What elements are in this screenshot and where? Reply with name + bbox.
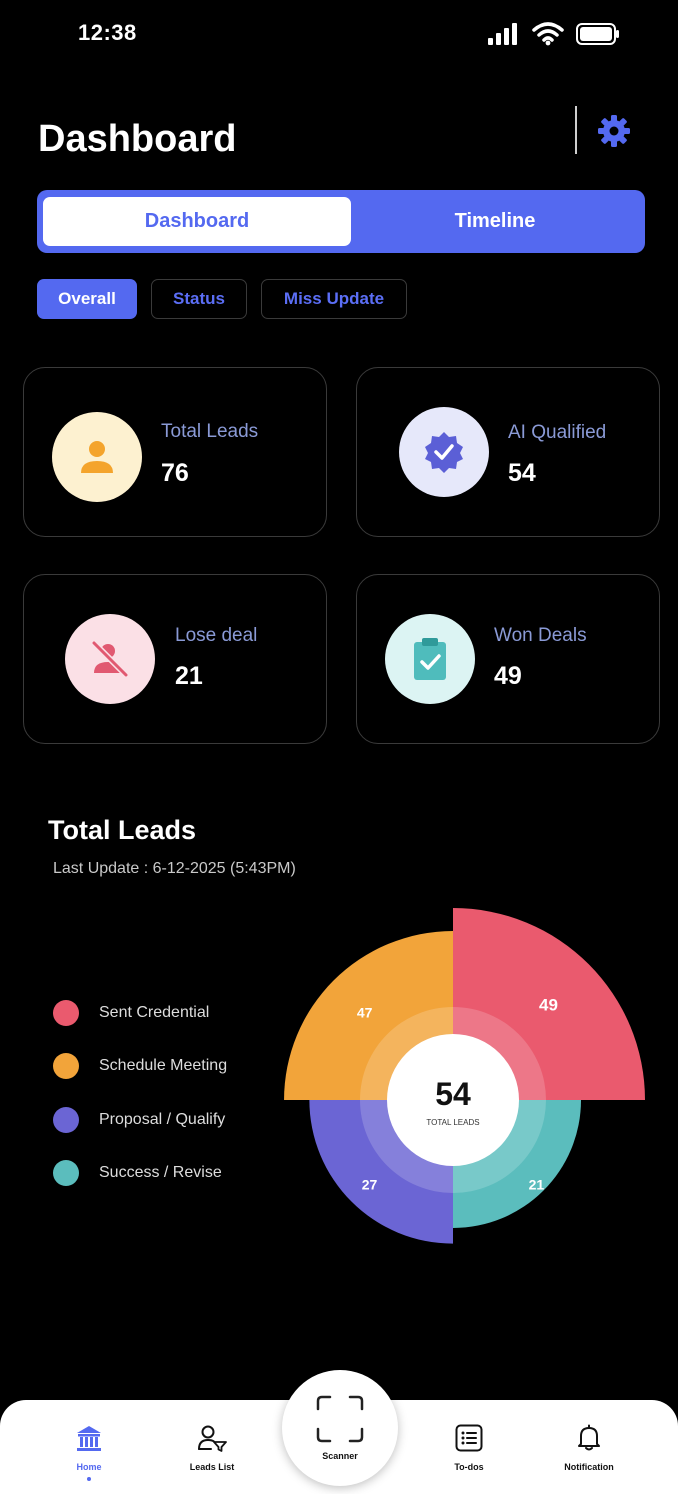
scan-frame-icon xyxy=(316,1395,364,1443)
legend-label: Success / Revise xyxy=(99,1164,222,1181)
last-update-text: Last Update : 6-12-2025 (5:43PM) xyxy=(53,860,296,877)
nav-item-to-dos[interactable]: To-dos xyxy=(419,1424,519,1472)
chart-title: Total Leads xyxy=(48,815,197,845)
tab-dashboard[interactable]: Dashboard xyxy=(43,197,351,246)
user-icon xyxy=(52,412,142,502)
card-value: 54 xyxy=(508,459,536,487)
legend-item: Proposal / Qualify xyxy=(53,1107,225,1133)
card-value: 49 xyxy=(494,662,522,690)
chart-center xyxy=(387,1034,519,1166)
cellular-signal-icon xyxy=(488,23,517,45)
clipboard-check-icon xyxy=(385,614,475,704)
verified-badge-icon xyxy=(399,407,489,497)
chart-slice-sent-credential xyxy=(453,908,645,1100)
header-divider xyxy=(575,106,577,154)
nav-label-leads-list: Leads List xyxy=(189,1462,235,1472)
chart-center-value: 54 xyxy=(435,1076,471,1112)
total-leads-chart: 49 47 27 21 54 TOTAL LEADS xyxy=(284,908,645,1244)
status-icons xyxy=(488,22,620,46)
filter-chip-miss-update[interactable]: Miss Update xyxy=(261,279,407,319)
legend-item: Sent Credential xyxy=(53,1000,209,1026)
legend-label: Sent Credential xyxy=(99,1004,210,1021)
filter-chip-overall[interactable]: Overall xyxy=(37,279,137,319)
scanner-button[interactable]: Scanner xyxy=(282,1370,398,1486)
legend-label: Schedule Meeting xyxy=(99,1057,228,1074)
nav-item-leads-list[interactable]: Leads List xyxy=(162,1424,262,1472)
page-title: Dashboard xyxy=(38,118,237,160)
stat-card-lose-deal[interactable] xyxy=(23,574,327,744)
nav-label-home: Home xyxy=(76,1462,102,1472)
card-label: Won Deals xyxy=(494,625,587,646)
nav-label-to-dos: To-dos xyxy=(454,1462,484,1472)
stat-card-won-deals[interactable] xyxy=(356,574,660,744)
gear-icon[interactable] xyxy=(596,113,632,149)
bank-icon xyxy=(77,1426,101,1451)
bell-icon xyxy=(578,1424,600,1451)
nav-label-notification: Notification xyxy=(564,1462,614,1472)
legend-dot xyxy=(53,1053,79,1079)
stat-card-ai-qualified[interactable] xyxy=(356,367,660,537)
card-label: Total Leads xyxy=(161,421,259,442)
stat-card-total-leads[interactable] xyxy=(23,367,327,537)
battery-icon xyxy=(576,23,619,45)
legend-item: Schedule Meeting xyxy=(53,1053,227,1079)
chart-value-label: 47 xyxy=(357,1005,373,1021)
tab-timeline[interactable]: Timeline xyxy=(454,210,536,232)
nav-label-scanner: Scanner xyxy=(322,1451,358,1461)
chart-value-label: 49 xyxy=(539,996,558,1015)
card-label: Lose deal xyxy=(175,625,258,646)
user-off-icon xyxy=(65,614,155,704)
chart-value-label: 21 xyxy=(529,1176,545,1192)
user-filter-icon xyxy=(198,1425,227,1452)
card-label: AI Qualified xyxy=(508,422,607,443)
filter-chip-status[interactable]: Status xyxy=(151,279,247,319)
nav-item-notification[interactable]: Notification xyxy=(539,1424,639,1472)
legend-item: Success / Revise xyxy=(53,1160,222,1186)
chart-center-label: TOTAL LEADS xyxy=(426,1118,479,1127)
card-value: 21 xyxy=(175,662,203,690)
checklist-icon xyxy=(455,1424,483,1452)
legend-dot xyxy=(53,1160,79,1186)
wifi-icon xyxy=(532,22,564,46)
card-value: 76 xyxy=(161,459,189,487)
legend-dot xyxy=(53,1000,79,1026)
status-time: 12:38 xyxy=(78,20,137,45)
nav-item-home[interactable]: Home xyxy=(39,1424,139,1472)
legend-dot xyxy=(53,1107,79,1133)
legend-label: Proposal / Qualify xyxy=(99,1111,226,1128)
active-indicator-dot xyxy=(87,1477,91,1481)
chart-value-label: 27 xyxy=(362,1176,378,1192)
